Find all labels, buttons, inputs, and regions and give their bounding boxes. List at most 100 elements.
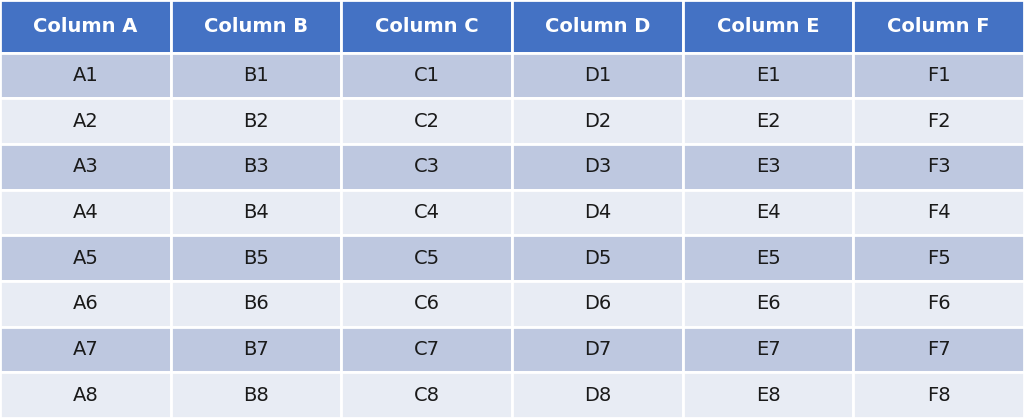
- Bar: [853, 144, 1024, 190]
- Bar: [171, 326, 341, 372]
- Text: C2: C2: [414, 112, 439, 130]
- Bar: [341, 53, 512, 98]
- Bar: [853, 372, 1024, 418]
- Bar: [683, 281, 853, 326]
- Bar: [512, 98, 683, 144]
- Text: C8: C8: [414, 386, 439, 405]
- Bar: [0, 326, 171, 372]
- Bar: [853, 0, 1024, 53]
- Text: E3: E3: [756, 157, 780, 176]
- Bar: [171, 0, 341, 53]
- Text: C7: C7: [414, 340, 439, 359]
- Bar: [341, 190, 512, 235]
- Text: Column E: Column E: [717, 17, 819, 36]
- Text: F4: F4: [927, 203, 950, 222]
- Bar: [853, 281, 1024, 326]
- Text: E4: E4: [756, 203, 780, 222]
- Text: Column B: Column B: [204, 17, 308, 36]
- Text: F2: F2: [927, 112, 950, 130]
- Bar: [171, 281, 341, 326]
- Bar: [512, 0, 683, 53]
- Text: D4: D4: [584, 203, 611, 222]
- Bar: [512, 326, 683, 372]
- Bar: [0, 235, 171, 281]
- Text: B6: B6: [243, 294, 269, 314]
- Bar: [683, 53, 853, 98]
- Bar: [683, 98, 853, 144]
- Text: B7: B7: [243, 340, 269, 359]
- Text: Column F: Column F: [888, 17, 990, 36]
- Text: B3: B3: [243, 157, 269, 176]
- Bar: [0, 144, 171, 190]
- Text: F7: F7: [927, 340, 950, 359]
- Text: C6: C6: [414, 294, 439, 314]
- Bar: [853, 235, 1024, 281]
- Text: A5: A5: [73, 249, 98, 268]
- Text: E7: E7: [756, 340, 780, 359]
- Bar: [341, 326, 512, 372]
- Bar: [853, 326, 1024, 372]
- Bar: [171, 53, 341, 98]
- Bar: [0, 53, 171, 98]
- Text: E8: E8: [756, 386, 780, 405]
- Text: F3: F3: [927, 157, 950, 176]
- Bar: [0, 281, 171, 326]
- Bar: [683, 326, 853, 372]
- Bar: [341, 372, 512, 418]
- Bar: [341, 144, 512, 190]
- Bar: [853, 190, 1024, 235]
- Bar: [171, 372, 341, 418]
- Text: D8: D8: [584, 386, 611, 405]
- Text: D1: D1: [584, 66, 611, 85]
- Text: A4: A4: [73, 203, 98, 222]
- Text: Column D: Column D: [545, 17, 650, 36]
- Text: D2: D2: [584, 112, 611, 130]
- Bar: [0, 372, 171, 418]
- Text: A3: A3: [73, 157, 98, 176]
- Text: D5: D5: [584, 249, 611, 268]
- Bar: [683, 372, 853, 418]
- Text: B8: B8: [243, 386, 269, 405]
- Text: Column A: Column A: [33, 17, 137, 36]
- Bar: [341, 281, 512, 326]
- Text: D7: D7: [584, 340, 611, 359]
- Bar: [0, 0, 171, 53]
- Text: F6: F6: [927, 294, 950, 314]
- Bar: [0, 98, 171, 144]
- Text: F1: F1: [927, 66, 950, 85]
- Text: C1: C1: [414, 66, 439, 85]
- Text: B2: B2: [243, 112, 269, 130]
- Text: F8: F8: [927, 386, 950, 405]
- Bar: [512, 372, 683, 418]
- Bar: [512, 53, 683, 98]
- Text: Column C: Column C: [375, 17, 478, 36]
- Bar: [512, 281, 683, 326]
- Text: E1: E1: [756, 66, 780, 85]
- Bar: [683, 144, 853, 190]
- Text: C3: C3: [414, 157, 439, 176]
- Bar: [341, 235, 512, 281]
- Text: D6: D6: [584, 294, 611, 314]
- Bar: [683, 235, 853, 281]
- Text: F5: F5: [927, 249, 950, 268]
- Bar: [512, 190, 683, 235]
- Bar: [683, 0, 853, 53]
- Text: C4: C4: [414, 203, 439, 222]
- Text: B4: B4: [243, 203, 269, 222]
- Bar: [341, 0, 512, 53]
- Bar: [171, 190, 341, 235]
- Bar: [683, 190, 853, 235]
- Text: E2: E2: [756, 112, 780, 130]
- Text: D3: D3: [584, 157, 611, 176]
- Text: C5: C5: [414, 249, 439, 268]
- Text: A6: A6: [73, 294, 98, 314]
- Bar: [853, 53, 1024, 98]
- Text: E6: E6: [756, 294, 780, 314]
- Text: A2: A2: [73, 112, 98, 130]
- Bar: [0, 190, 171, 235]
- Text: B1: B1: [243, 66, 269, 85]
- Bar: [512, 235, 683, 281]
- Text: A8: A8: [73, 386, 98, 405]
- Bar: [512, 144, 683, 190]
- Text: E5: E5: [756, 249, 780, 268]
